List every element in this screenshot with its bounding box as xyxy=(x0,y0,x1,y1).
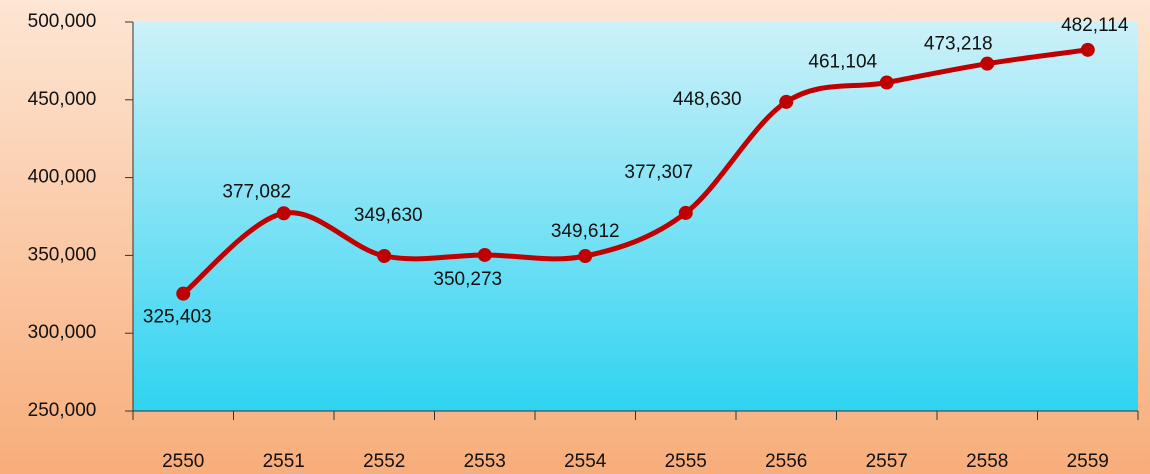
x-tick-label: 2554 xyxy=(564,451,607,472)
x-tick-label: 2559 xyxy=(1067,451,1109,472)
x-tick-label: 2558 xyxy=(966,451,1008,472)
point xyxy=(276,206,291,221)
x-tick-label: 2550 xyxy=(162,451,204,472)
x-tick-label: 2555 xyxy=(665,451,707,472)
series-line xyxy=(181,47,1089,296)
value-label: 350,273 xyxy=(433,269,502,290)
point xyxy=(377,248,392,263)
value-label: 448,630 xyxy=(673,89,742,110)
value-label: 482,114 xyxy=(1061,15,1129,36)
point xyxy=(980,56,995,71)
y-tick-label: 300,000 xyxy=(28,322,97,343)
value-label: 377,307 xyxy=(624,162,693,183)
point xyxy=(678,205,693,220)
y-tick-label: 500,000 xyxy=(28,11,97,32)
y-tick-label: 400,000 xyxy=(28,167,97,188)
x-tick-label: 2552 xyxy=(363,451,405,472)
value-label: 325,403 xyxy=(143,307,212,328)
point xyxy=(1080,42,1095,57)
point xyxy=(477,247,492,262)
point xyxy=(176,286,191,301)
y-tick-label: 450,000 xyxy=(28,89,97,110)
point xyxy=(879,75,894,90)
value-label: 349,630 xyxy=(354,205,423,226)
x-tick-label: 2556 xyxy=(765,451,807,472)
value-label: 473,218 xyxy=(924,34,993,55)
value-label: 377,082 xyxy=(222,181,291,202)
value-label: 349,612 xyxy=(551,221,620,242)
x-tick-label: 2553 xyxy=(464,451,506,472)
value-label: 461,104 xyxy=(808,52,877,73)
x-tick-label: 2557 xyxy=(866,451,908,472)
point xyxy=(779,94,794,109)
point xyxy=(578,249,593,264)
x-tick-label: 2551 xyxy=(263,451,305,472)
y-tick-label: 250,000 xyxy=(28,400,97,421)
y-tick-label: 350,000 xyxy=(28,244,97,265)
plot-area xyxy=(133,22,1138,411)
